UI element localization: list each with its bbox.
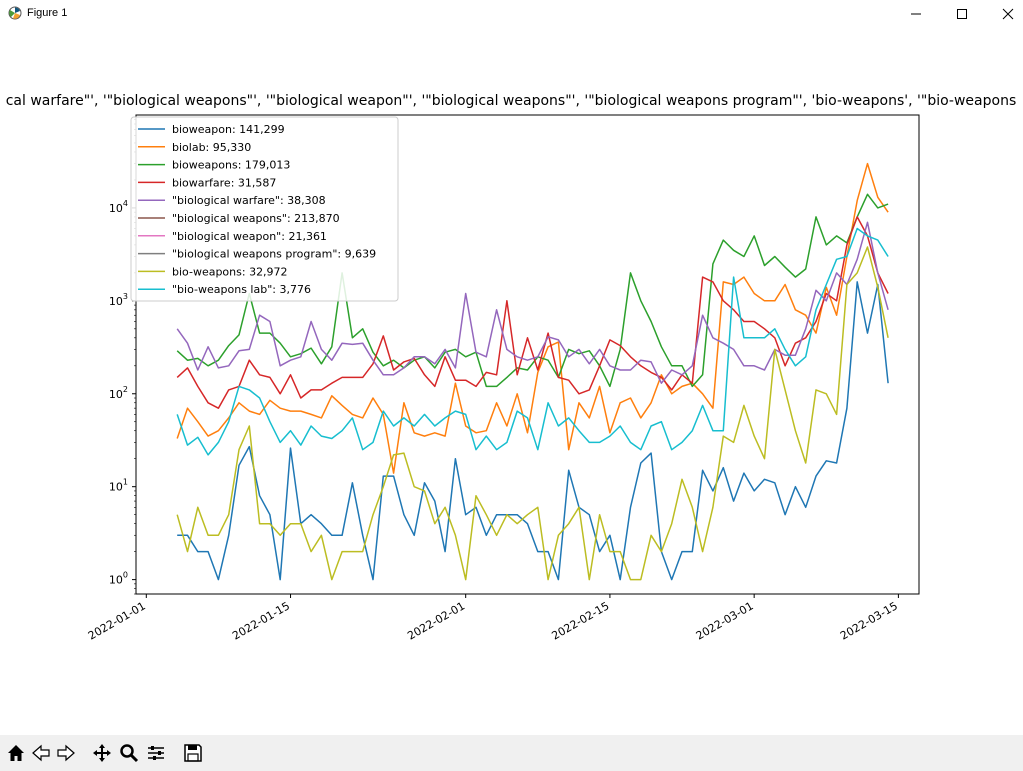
- legend-label: "biological weapons program": 9,639: [172, 248, 376, 261]
- minimize-button[interactable]: [893, 0, 939, 28]
- maximize-icon: [957, 9, 967, 19]
- sliders-icon: [148, 746, 164, 760]
- legend-label: biowarfare: 31,587: [172, 176, 276, 189]
- forward-button[interactable]: [54, 740, 78, 766]
- y-tick-label: 101: [109, 478, 128, 494]
- move-icon: [93, 744, 111, 762]
- chart-title: cal warfare"', '"biological weapons"', '…: [6, 93, 1017, 109]
- arrow-left-icon: [32, 744, 50, 762]
- zoom-button[interactable]: [117, 740, 141, 766]
- series-line-0: [177, 281, 889, 581]
- back-button[interactable]: [29, 740, 53, 766]
- x-tick-label: 2022-02-15: [550, 599, 612, 642]
- series-line-9: [176, 227, 889, 456]
- y-axis: 100 101 102 103 104: [109, 118, 136, 595]
- y-tick-label: 102: [109, 385, 128, 401]
- series-line-2: [176, 193, 889, 388]
- y-tick-label: 100: [109, 571, 128, 587]
- window-titlebar: Figure 1: [0, 0, 1023, 28]
- legend-box: [130, 116, 399, 302]
- x-tick-label: 2022-03-01: [694, 599, 756, 642]
- series-line-1: [176, 162, 889, 474]
- legend-label: "biological weapon": 21,361: [172, 230, 327, 243]
- legend: bioweapon: 141,299 biolab: 95,330 bioweapo…: [130, 116, 399, 302]
- legend-label: bioweapons: 179,013: [172, 159, 290, 172]
- y-tick-label: 104: [109, 199, 128, 215]
- home-icon: [8, 745, 24, 761]
- arrow-right-icon: [57, 744, 75, 762]
- matplotlib-logo-icon: [8, 6, 22, 20]
- floppy-disk-icon: [184, 744, 202, 762]
- legend-label: "biological weapons": 213,870: [172, 212, 340, 225]
- window-title: Figure 1: [27, 7, 68, 19]
- y-tick-label: 103: [109, 292, 128, 308]
- series-line-4: [176, 221, 889, 384]
- x-tick-label: 2022-01-15: [230, 599, 292, 642]
- navigation-toolbar: [0, 735, 1023, 771]
- figure-canvas: cal warfare"', '"biological weapons"', '…: [6, 93, 1017, 643]
- close-icon: [1002, 8, 1014, 20]
- x-axis: 2022-01-01 2022-01-15 2022-02-01 2022-02-15…: [86, 594, 900, 643]
- x-tick-label: 2022-01-01: [86, 599, 148, 642]
- magnifier-icon: [120, 744, 139, 763]
- pan-button[interactable]: [90, 740, 114, 766]
- home-button[interactable]: [4, 740, 28, 766]
- legend-label: bio-weapons: 32,972: [172, 265, 288, 278]
- legend-label: "biological warfare": 38,308: [172, 194, 326, 207]
- legend-label: biolab: 95,330: [172, 141, 251, 154]
- save-button[interactable]: [181, 740, 205, 766]
- legend-label: bioweapon: 141,299: [172, 123, 285, 136]
- series-line-8: [176, 246, 889, 581]
- series-lines: [176, 162, 889, 581]
- configure-button[interactable]: [144, 740, 168, 766]
- close-button[interactable]: [985, 0, 1023, 28]
- legend-label: "bio-weapons lab": 3,776: [172, 283, 311, 296]
- maximize-button[interactable]: [939, 0, 985, 28]
- plot-frame: [135, 114, 920, 595]
- x-tick-label: 2022-02-01: [405, 599, 467, 642]
- x-tick-label: 2022-03-15: [838, 599, 900, 642]
- minimize-icon: [911, 13, 921, 15]
